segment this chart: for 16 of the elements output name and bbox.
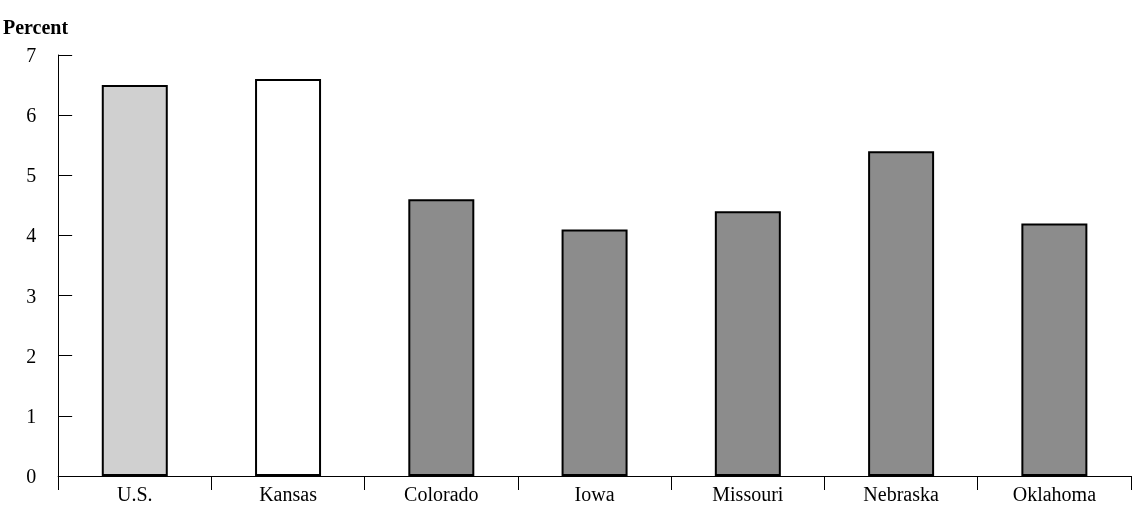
x-tick-label: Iowa	[574, 483, 615, 505]
x-tick-label: Missouri	[712, 483, 784, 505]
y-tick-label: 4	[26, 224, 37, 247]
y-tick-label: 5	[26, 164, 37, 187]
y-axis-title: Percent	[2, 16, 69, 38]
y-tick-label: 2	[26, 344, 37, 367]
x-tick-label: Nebraska	[863, 483, 939, 505]
x-tick-label: Oklahoma	[1012, 483, 1097, 505]
x-tick-label: Colorado	[404, 483, 479, 505]
y-tick-label: 7	[26, 44, 37, 66]
y-tick-label: 1	[26, 404, 37, 427]
x-tick-label: Kansas	[259, 483, 318, 505]
y-tick-label: 0	[26, 465, 37, 487]
y-tick-label: 6	[26, 104, 37, 127]
x-tick-label: U.S.	[116, 483, 153, 505]
y-tick-label: 3	[26, 284, 37, 307]
